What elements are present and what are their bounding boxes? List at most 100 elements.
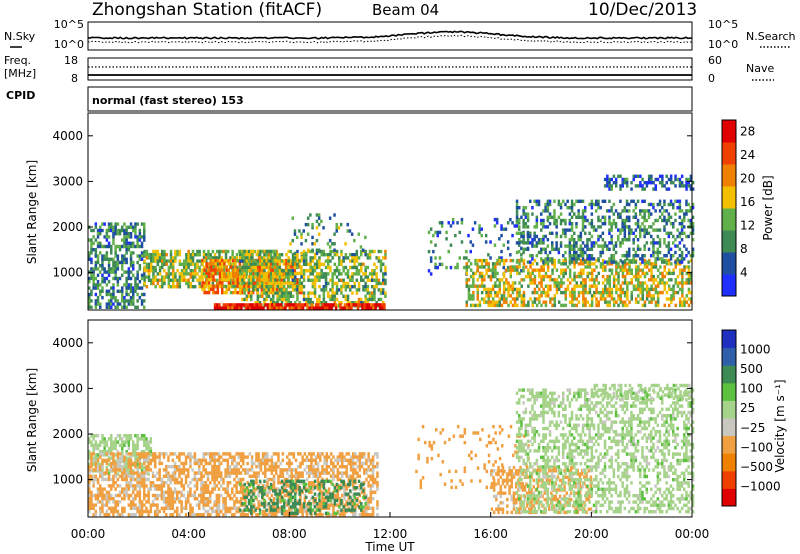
heatmap-cell <box>269 301 273 305</box>
heatmap-cell <box>597 202 600 207</box>
heatmap-cell <box>555 218 558 223</box>
nsky-line <box>87 30 693 40</box>
heatmap-cell <box>590 274 594 279</box>
heatmap-cell <box>101 280 104 284</box>
heatmap-cell <box>548 231 552 235</box>
heatmap-cell <box>107 472 111 476</box>
heatmap-cell <box>173 509 177 514</box>
heatmap-cell <box>331 272 334 276</box>
heatmap-cell <box>280 297 284 302</box>
heatmap-cell <box>201 258 204 263</box>
heatmap-cell <box>302 259 306 263</box>
heatmap-cell <box>154 509 157 514</box>
heatmap-cell <box>265 259 268 263</box>
heatmap-cell <box>284 262 288 266</box>
heatmap-cell <box>132 273 135 277</box>
heatmap-cell <box>355 301 359 305</box>
heatmap-cell <box>313 288 317 292</box>
heatmap-cell <box>247 294 251 298</box>
heatmap-cell <box>381 303 384 307</box>
heatmap-cell <box>639 287 642 292</box>
heatmap-cell <box>522 294 526 298</box>
heatmap-cell <box>681 294 684 298</box>
heatmap-cell <box>667 177 671 182</box>
heatmap-cell <box>570 228 574 232</box>
heatmap-cell <box>590 294 594 298</box>
heatmap-cell <box>156 503 159 507</box>
heatmap-cell <box>129 270 133 274</box>
heatmap-cell <box>440 221 444 225</box>
heatmap-cell <box>147 509 150 514</box>
heatmap-cell <box>357 256 361 260</box>
heatmap-cell <box>520 215 523 219</box>
heatmap-cell <box>145 458 148 462</box>
heatmap-cell <box>321 303 325 307</box>
heatmap-cell <box>198 477 201 482</box>
heatmap-cell <box>496 258 499 263</box>
heatmap-cell <box>553 297 556 301</box>
heatmap-cell <box>551 257 554 261</box>
heatmap-cell <box>173 497 177 501</box>
heatmap-cell <box>207 268 211 272</box>
heatmap-cell <box>480 290 484 295</box>
heatmap-cell <box>127 497 131 501</box>
heatmap-cell <box>597 281 600 285</box>
heatmap-cell <box>112 292 115 297</box>
heatmap-cell <box>504 227 508 231</box>
heatmap-cell <box>228 481 232 485</box>
heatmap-cell <box>143 232 146 236</box>
heatmap-cell <box>211 452 214 456</box>
heatmap-cell <box>628 271 631 276</box>
heatmap-cell <box>162 493 166 498</box>
heatmap-cell <box>579 274 583 279</box>
heatmap-cell <box>136 443 139 447</box>
heatmap-cell <box>663 260 666 264</box>
heatmap-cell <box>145 506 148 510</box>
heatmap-cell <box>127 241 131 245</box>
heatmap-cell <box>320 249 323 254</box>
heatmap-cell <box>351 291 354 295</box>
heatmap-cell <box>173 481 177 485</box>
heatmap-cell <box>276 269 279 273</box>
heatmap-cell <box>691 247 695 251</box>
heatmap-cell <box>134 289 137 293</box>
heatmap-cell <box>601 281 605 285</box>
heatmap-cell <box>105 490 109 494</box>
heatmap-cell <box>623 260 627 264</box>
heatmap-cell <box>125 292 128 297</box>
heatmap-cell <box>540 247 543 251</box>
heatmap-cell <box>678 206 682 210</box>
heatmap-cell <box>236 274 239 279</box>
heatmap-cell <box>278 288 282 292</box>
heatmap-cell <box>577 209 580 213</box>
heatmap-cell <box>228 506 232 510</box>
heatmap-cell <box>485 290 488 295</box>
heatmap-cell <box>606 209 609 213</box>
heatmap-cell <box>665 218 668 223</box>
heatmap-cell <box>511 284 515 288</box>
heatmap-cell <box>628 234 631 239</box>
heatmap-cell <box>195 497 199 501</box>
heatmap-cell <box>351 253 354 257</box>
heatmap-cell <box>226 509 230 514</box>
heatmap-cell <box>143 474 146 478</box>
heatmap-cell <box>326 303 329 307</box>
heatmap-cell <box>645 209 649 213</box>
heatmap-cell <box>498 297 501 301</box>
heatmap-cell <box>145 446 148 451</box>
heatmap-cell <box>205 285 208 289</box>
heatmap-cell <box>143 487 146 491</box>
heatmap-cell <box>202 490 205 494</box>
heatmap-cell <box>201 268 204 272</box>
heatmap-cell <box>564 250 567 255</box>
heatmap-cell <box>291 278 295 282</box>
heatmap-cell <box>105 477 109 482</box>
heatmap-cell <box>500 249 503 254</box>
heatmap-cell <box>176 490 179 494</box>
heatmap-cell <box>226 465 230 469</box>
heatmap-cell <box>110 477 113 482</box>
heatmap-cell <box>658 238 662 242</box>
heatmap-cell <box>158 455 161 459</box>
heatmap-cell <box>221 265 224 269</box>
heatmap-cell <box>494 290 497 295</box>
